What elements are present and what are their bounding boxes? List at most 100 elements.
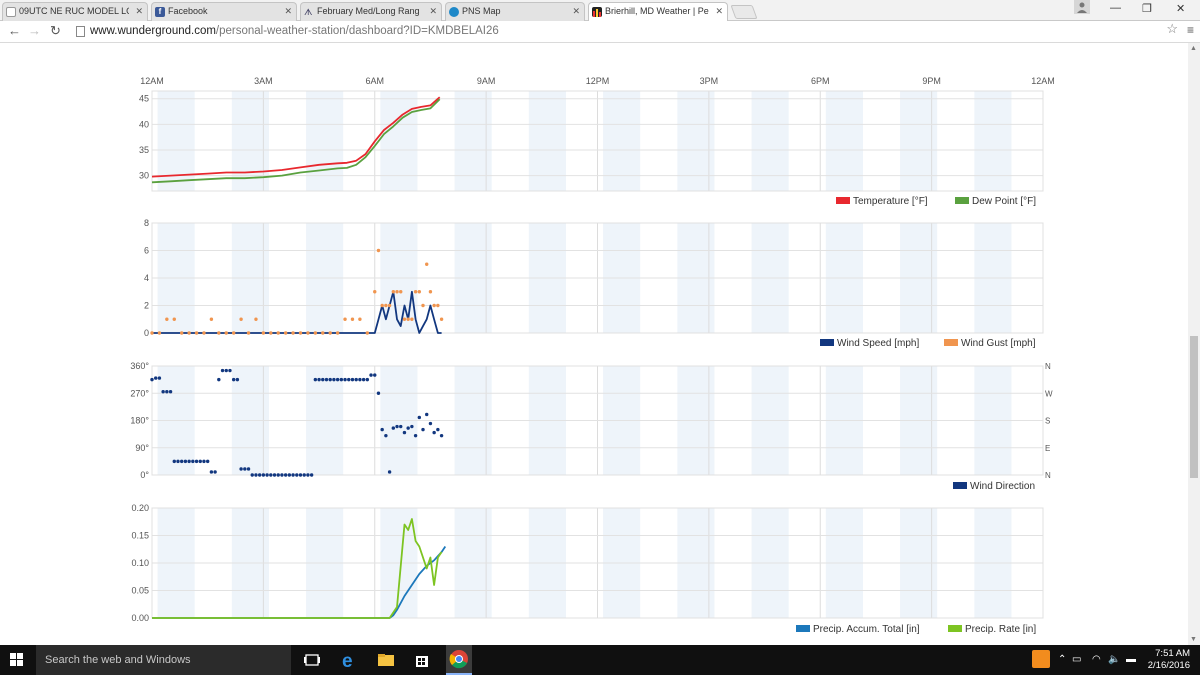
store-icon[interactable]	[412, 650, 432, 670]
data-point	[439, 317, 444, 321]
keyboard-icon[interactable]: ▬	[1126, 654, 1136, 665]
tab-pns-map[interactable]: PNS Map ✕	[445, 2, 585, 21]
series-line	[151, 98, 441, 184]
file-explorer-icon[interactable]	[376, 650, 396, 670]
menu-icon[interactable]: ≡	[1186, 23, 1194, 37]
scrollbar-thumb[interactable]	[1190, 336, 1198, 478]
data-point	[350, 377, 355, 382]
forward-icon[interactable]: →	[28, 23, 41, 38]
y-tick-label: 8	[144, 218, 149, 228]
tab-label: Facebook	[168, 6, 208, 16]
y-tick-label: 0.20	[131, 503, 149, 513]
close-icon[interactable]: ✕	[429, 6, 437, 16]
tab-label: February Med/Long Rang	[317, 6, 420, 16]
data-point	[399, 290, 403, 294]
clock[interactable]: 7:51 AM 2/16/2016	[1148, 648, 1190, 672]
data-point	[172, 459, 176, 464]
battery-icon[interactable]: ▭	[1072, 654, 1082, 665]
edge-browser-icon[interactable]: e	[340, 650, 360, 672]
data-point	[380, 427, 384, 432]
data-point	[217, 377, 221, 382]
tab-brierhill-weather[interactable]: Brierhill, MD Weather | Per ✕	[588, 2, 728, 22]
data-point	[410, 424, 414, 429]
hour-band	[825, 91, 863, 191]
window-close-icon[interactable]: ✕	[1176, 3, 1186, 15]
scrollbar[interactable]: ▲ ▼	[1188, 43, 1200, 645]
data-point	[413, 433, 418, 438]
data-point	[391, 426, 396, 430]
data-point	[306, 331, 310, 335]
x-tick-label: 12AM	[140, 76, 164, 86]
y-tick-label: 180°	[130, 416, 149, 426]
x-tick-label: 12PM	[586, 76, 610, 86]
data-point	[321, 377, 325, 382]
data-point	[287, 473, 292, 477]
data-point	[209, 470, 214, 474]
data-point	[168, 390, 173, 394]
data-point	[399, 424, 403, 429]
data-point	[376, 248, 381, 253]
scroll-down-icon[interactable]: ▼	[1190, 636, 1197, 643]
taskbar: Search the web and Windows e ⌃ ▭ ◠ 🔈 ▬ 7…	[0, 645, 1200, 675]
data-point	[217, 331, 221, 335]
data-point	[298, 331, 303, 335]
data-point	[417, 290, 421, 294]
windows-start-icon[interactable]	[10, 653, 24, 667]
data-point	[347, 377, 351, 382]
data-point	[328, 331, 332, 335]
data-point	[228, 368, 232, 373]
data-point	[417, 415, 421, 420]
legend-label: Wind Gust [mph]	[961, 338, 1036, 349]
hour-band	[751, 91, 789, 191]
page-info-icon[interactable]	[76, 26, 85, 37]
volume-icon[interactable]: 🔈	[1108, 654, 1121, 665]
data-point	[335, 331, 340, 335]
hour-band	[900, 91, 938, 191]
y-tick-label: 0.05	[131, 586, 149, 596]
scroll-up-icon[interactable]: ▲	[1190, 45, 1197, 52]
task-view-icon[interactable]	[302, 650, 322, 670]
notification-app-icon[interactable]	[1032, 650, 1050, 668]
y-tick-label: 6	[144, 246, 149, 256]
back-icon[interactable]: ←	[8, 23, 21, 38]
profile-icon[interactable]	[1074, 0, 1090, 14]
y-tick-label: 0.15	[131, 531, 149, 541]
close-icon[interactable]: ✕	[284, 6, 292, 16]
legend-swatch	[953, 482, 967, 489]
data-point	[202, 459, 206, 464]
restore-icon[interactable]: ❐	[1142, 3, 1152, 15]
tab-facebook[interactable]: f Facebook ✕	[151, 2, 297, 21]
data-point	[306, 473, 310, 477]
data-point	[380, 303, 384, 308]
bookmark-star-icon[interactable]: ☆	[1166, 21, 1178, 36]
taskbar-search-box[interactable]: Search the web and Windows	[36, 645, 291, 675]
minimize-icon[interactable]: —	[1110, 2, 1121, 14]
new-tab-button[interactable]	[730, 5, 758, 19]
data-point	[243, 467, 247, 471]
data-point	[373, 373, 377, 377]
reload-icon[interactable]: ↻	[50, 23, 61, 38]
data-point	[261, 473, 266, 477]
close-icon[interactable]: ✕	[572, 6, 580, 16]
tab-february-forum[interactable]: ᗑ February Med/Long Rang ✕	[300, 2, 442, 21]
close-icon[interactable]: ✕	[135, 6, 143, 16]
tab-ruc-model[interactable]: 09UTC NE RUC MODEL LO ✕	[2, 2, 148, 21]
show-hidden-icons-icon[interactable]: ⌃	[1058, 654, 1067, 665]
legend-label: Precip. Accum. Total [in]	[813, 624, 920, 635]
wifi-icon[interactable]: ◠	[1092, 654, 1101, 665]
chrome-icon[interactable]	[446, 645, 472, 675]
close-icon[interactable]: ✕	[715, 6, 723, 16]
data-point	[165, 317, 169, 321]
data-point	[425, 262, 429, 266]
data-point	[384, 433, 388, 438]
address-bar[interactable]: www.wunderground.com/personal-weather-st…	[72, 23, 1174, 40]
data-point	[361, 377, 366, 382]
y-tick-label: 35	[139, 145, 149, 155]
data-point	[276, 331, 280, 335]
data-point	[246, 467, 251, 471]
data-point	[269, 473, 273, 477]
y-tick-label: 2	[144, 301, 149, 311]
data-point	[425, 412, 429, 417]
legend-label: Dew Point [°F]	[972, 196, 1036, 207]
data-point	[257, 473, 262, 477]
